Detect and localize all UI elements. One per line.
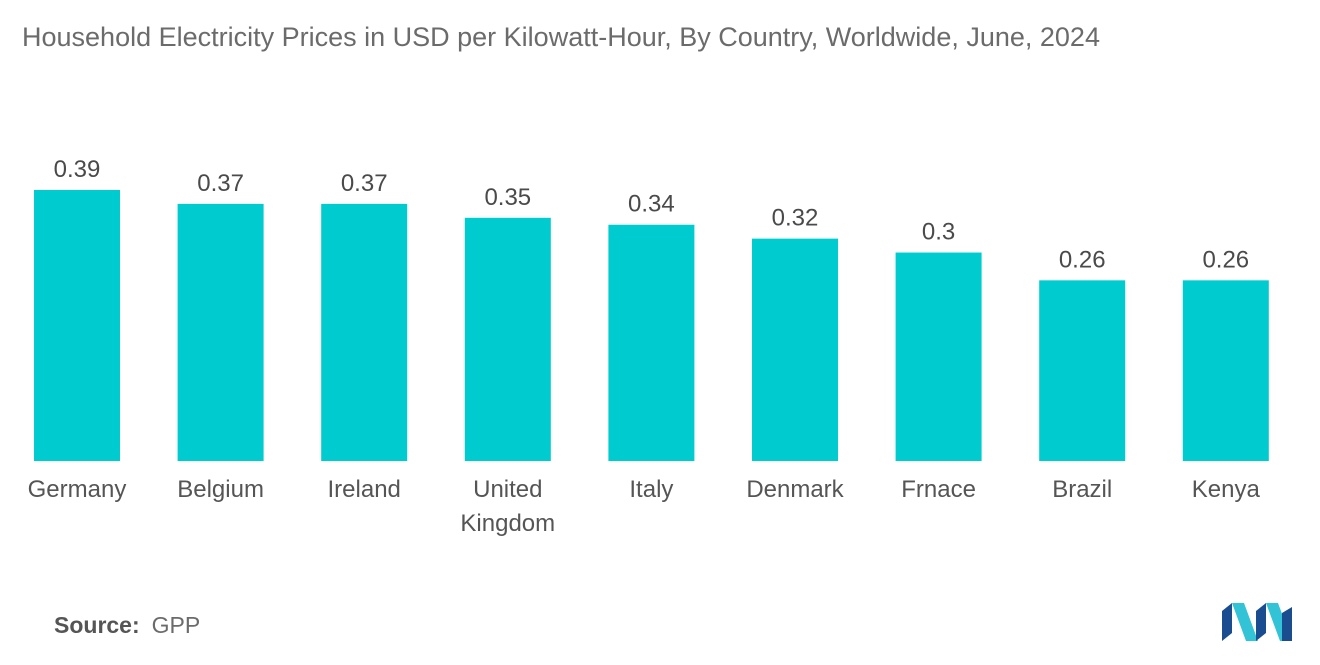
mordor-intelligence-logo-icon <box>1222 603 1292 641</box>
category-label: United <box>473 476 542 503</box>
source-label: Source: <box>54 612 140 638</box>
category-label: Belgium <box>177 476 264 503</box>
bar-germany <box>34 190 120 461</box>
bar-united-kingdom <box>464 217 551 461</box>
value-label: 0.37 <box>197 170 244 197</box>
category-label: Ireland <box>328 476 401 503</box>
category-label: Italy <box>629 476 673 503</box>
bar-ireland <box>321 203 408 461</box>
category-label: Denmark <box>746 476 844 503</box>
category-label: Germany <box>28 476 127 503</box>
value-label: 0.35 <box>484 184 531 211</box>
category-label: Kingdom <box>460 510 555 537</box>
bar-brazil <box>1039 280 1126 461</box>
bar-denmark <box>752 238 838 461</box>
value-label: 0.34 <box>628 191 675 218</box>
value-label: 0.32 <box>772 205 819 232</box>
value-label: 0.26 <box>1059 246 1106 273</box>
bar-belgium <box>177 203 264 461</box>
bar-italy <box>608 224 695 461</box>
bar-chart: 0.39 Germany 0.37 Belgium 0.37 Ireland 0.35 Uni… <box>28 156 1269 537</box>
category-label: Frnace <box>901 476 976 503</box>
source-value: GPP <box>151 612 201 638</box>
value-label: 0.37 <box>341 170 388 197</box>
category-label: Brazil <box>1052 476 1112 503</box>
bar-frnace <box>895 252 982 461</box>
chart-title: Household Electricity Prices in USD per … <box>22 22 1100 52</box>
value-label: 0.39 <box>54 156 101 183</box>
source-note: Source: GPP <box>54 612 200 639</box>
value-label: 0.26 <box>1202 246 1249 273</box>
value-label: 0.3 <box>922 219 955 246</box>
category-label: Kenya <box>1192 476 1261 503</box>
bar-kenya <box>1182 280 1269 461</box>
